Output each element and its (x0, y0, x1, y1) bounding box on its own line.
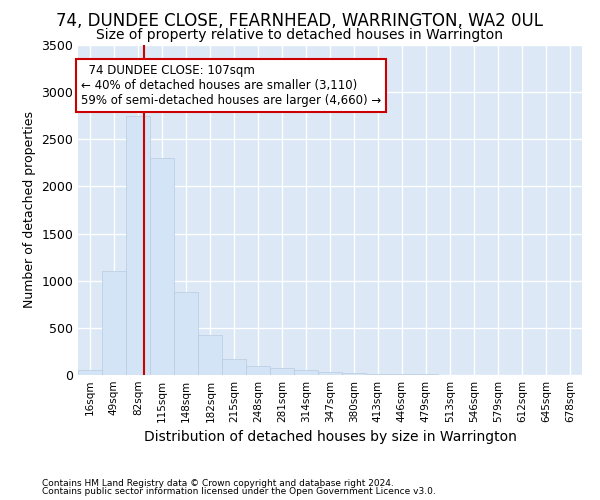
Bar (223, 358, 246, 375)
Bar (78, 370, 102, 375)
Bar (102, 272, 126, 375)
Text: 74, DUNDEE CLOSE, FEARNHEAD, WARRINGTON, WA2 0UL: 74, DUNDEE CLOSE, FEARNHEAD, WARRINGTON,… (56, 12, 544, 30)
Text: Contains HM Land Registry data © Crown copyright and database right 2024.: Contains HM Land Registry data © Crown c… (42, 478, 394, 488)
Bar (174, 292, 197, 375)
Bar (390, 374, 414, 375)
Bar (126, 116, 150, 375)
Bar (199, 336, 223, 375)
Bar (366, 374, 390, 375)
Bar (270, 368, 294, 375)
Text: 74 DUNDEE CLOSE: 107sqm
← 40% of detached houses are smaller (3,110)
59% of semi: 74 DUNDEE CLOSE: 107sqm ← 40% of detache… (81, 64, 381, 107)
Bar (294, 370, 318, 375)
Bar (342, 373, 366, 375)
Bar (318, 372, 342, 375)
Y-axis label: Number of detached properties: Number of detached properties (23, 112, 36, 308)
Bar (414, 374, 437, 375)
Text: Size of property relative to detached houses in Warrington: Size of property relative to detached ho… (97, 28, 503, 42)
Bar (246, 366, 270, 375)
X-axis label: Distribution of detached houses by size in Warrington: Distribution of detached houses by size … (143, 430, 517, 444)
Text: Contains public sector information licensed under the Open Government Licence v3: Contains public sector information licen… (42, 488, 436, 496)
Bar (150, 158, 174, 375)
